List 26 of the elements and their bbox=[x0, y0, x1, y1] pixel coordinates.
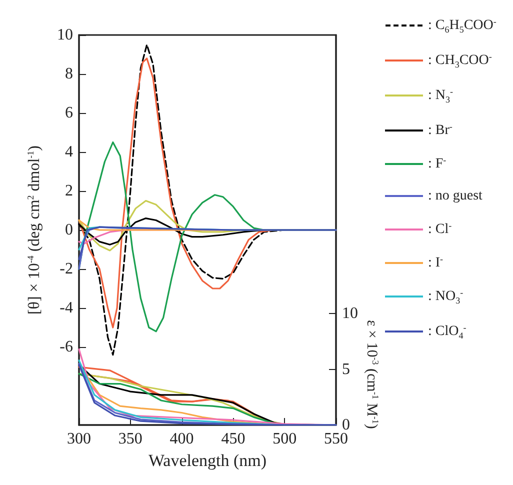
legend-label: : I- bbox=[428, 254, 444, 270]
y-tick-label: -2 bbox=[60, 260, 73, 278]
x-tick-label: 400 bbox=[170, 430, 194, 448]
x-tick-label: 500 bbox=[272, 430, 297, 448]
x-tick-label: 450 bbox=[221, 430, 246, 448]
legend-label: : no guest bbox=[428, 188, 483, 204]
x-tick-label: 350 bbox=[118, 430, 142, 448]
y2-tick-label: 5 bbox=[342, 360, 350, 378]
y-tick-label: 10 bbox=[57, 26, 73, 44]
y2-axis-title: ε × 10-3 (cm-1 M-1) bbox=[364, 320, 380, 429]
y-tick-label: 0 bbox=[65, 222, 73, 238]
x-axis-title: Wavelength (nm) bbox=[148, 450, 267, 470]
y-tick-label: 4 bbox=[65, 144, 73, 160]
legend-label: : Br- bbox=[428, 122, 452, 138]
y-tick-label: 6 bbox=[65, 104, 73, 122]
legend-label: : F- bbox=[428, 155, 446, 172]
y-tick-label: 8 bbox=[65, 66, 73, 82]
y2-tick-label: 0 bbox=[342, 416, 350, 434]
y-tick-label: -6 bbox=[60, 338, 73, 356]
y2-tick-label: 10 bbox=[342, 305, 358, 322]
legend-label: : Cl- bbox=[428, 220, 452, 237]
y-tick-label: 2 bbox=[65, 182, 73, 200]
y-axis-title: [θ] × 10-4 (deg cm2 dmol-1) bbox=[26, 145, 43, 315]
x-tick-label: 550 bbox=[324, 430, 348, 448]
y-tick-label: -4 bbox=[60, 300, 73, 316]
x-tick-label: 300 bbox=[67, 430, 91, 448]
